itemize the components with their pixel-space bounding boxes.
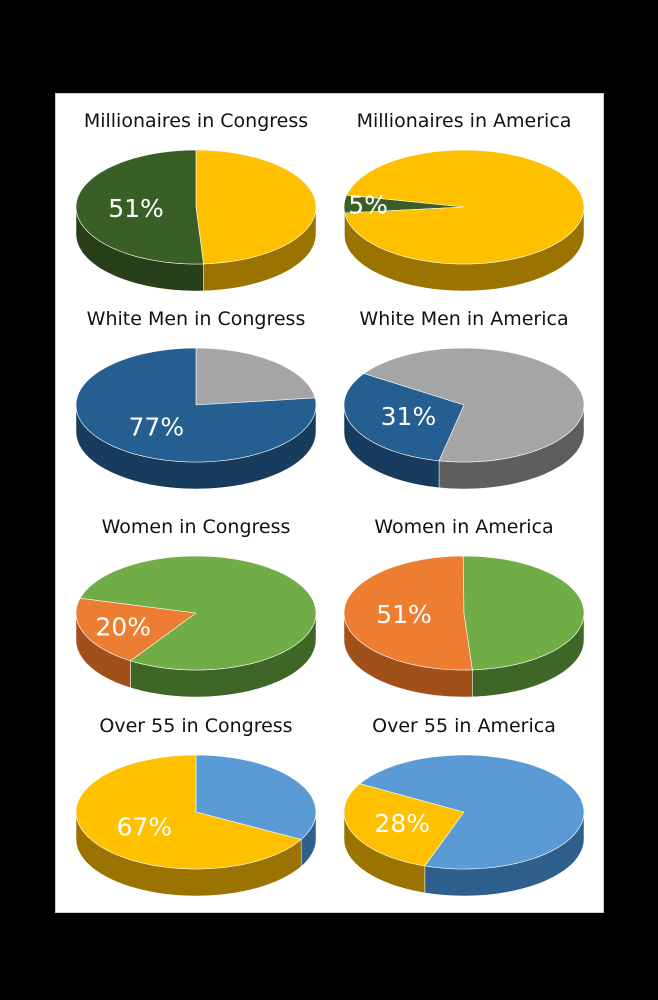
pie-chart: Over 55 in America 28% xyxy=(343,715,585,897)
pie-slice xyxy=(75,149,204,265)
pie-slice xyxy=(75,597,197,662)
pie-slice xyxy=(195,754,317,840)
pie-slice xyxy=(343,194,465,214)
slice-data-label: 51% xyxy=(376,600,432,629)
pie-slice xyxy=(462,555,585,671)
pie-chart: Millionaires in Congress 51% xyxy=(75,110,317,292)
pie-slice xyxy=(195,149,317,265)
slice-data-label: 67% xyxy=(117,813,173,842)
slice-data-label: 51% xyxy=(108,194,164,223)
slice-data-label: 31% xyxy=(381,402,437,431)
chart-title: Women in America xyxy=(374,516,553,538)
pie-slice xyxy=(195,347,316,406)
chart-title: Women in Congress xyxy=(102,516,291,538)
pie-slice xyxy=(343,373,465,462)
chart-title: Millionaires in America xyxy=(357,110,572,132)
pie-chart: Millionaires in America 5% xyxy=(343,110,585,292)
pie-chart: Women in Congress 20% xyxy=(75,516,317,698)
chart-title: Millionaires in Congress xyxy=(84,110,308,132)
pie-slice xyxy=(344,149,585,265)
pie-slice xyxy=(343,555,473,671)
pie-slice xyxy=(75,754,302,870)
pie-chart: White Men in America 31% xyxy=(343,308,585,490)
slice-data-label: 77% xyxy=(129,412,185,441)
chart-title: White Men in America xyxy=(359,308,568,330)
chart-title: Over 55 in Congress xyxy=(99,715,292,737)
pie-slice xyxy=(343,783,465,867)
pie-slice xyxy=(363,347,585,463)
pie-chart: Women in America 51% xyxy=(343,516,585,698)
pie-chart: White Men in Congress 77% xyxy=(75,308,317,490)
pie-slice xyxy=(359,754,585,870)
slice-data-label: 28% xyxy=(374,809,430,838)
slice-data-label: 5% xyxy=(348,191,388,220)
pie-slice xyxy=(75,347,317,463)
chart-title: White Men in Congress xyxy=(87,308,306,330)
chart-title: Over 55 in America xyxy=(372,715,556,737)
slice-data-label: 20% xyxy=(95,612,151,641)
pie-chart: Over 55 in Congress 67% xyxy=(75,715,317,897)
pie-slice xyxy=(79,555,317,671)
